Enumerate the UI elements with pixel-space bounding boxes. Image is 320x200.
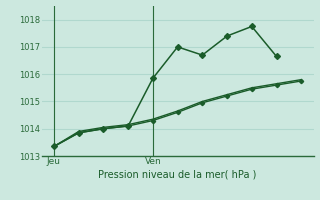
X-axis label: Pression niveau de la mer( hPa ): Pression niveau de la mer( hPa ) xyxy=(99,169,257,179)
